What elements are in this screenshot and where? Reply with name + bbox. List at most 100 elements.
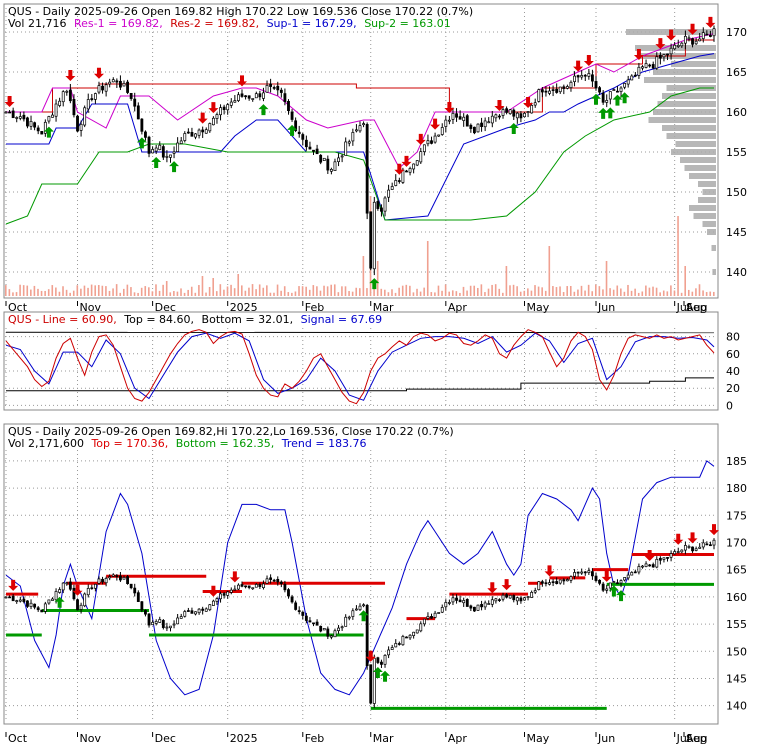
trend-candle-body [540,581,544,584]
volume-bar [412,292,415,296]
volume-bar [484,292,486,296]
trend-candle-body [583,571,587,574]
price-candle-body [183,133,187,141]
sell-arrow [544,565,555,577]
trend-candle-body [240,584,244,587]
trend-y-tick-label: 150 [726,645,747,658]
volume-bar [627,284,629,296]
oscillator-panel-frame [3,311,719,411]
volume-bar [72,290,75,296]
trend-candle-body [698,546,702,549]
volume-bar [101,285,104,296]
price-x-tick-label: Jul [676,301,690,314]
trend-candle-body [440,607,444,613]
price-candle-body [26,117,29,127]
trend-candle-body [508,594,512,599]
trend-y-tick-label: 155 [726,618,747,631]
buy-arrow [612,94,623,106]
price-candle-body [315,148,319,155]
volume-bar [8,289,11,296]
price-x-tick-label: Mar [373,301,394,314]
trend-candle-body [641,565,644,568]
trend-x-tick-label: Dec [155,732,176,745]
volume-bar [223,289,225,296]
sell-arrow [401,155,412,167]
volume-bar [69,292,71,296]
trend-candle-body [405,636,408,639]
trend-y-tick-label: 170 [726,536,747,549]
price-legend-sup2: Sup-2 = 163.01 [364,17,451,30]
trend-y-tick-label: 160 [726,591,747,604]
volume-bar [208,286,211,296]
volume-bar [502,292,504,296]
trend-candle-body [387,649,391,656]
price-candle-body [637,66,641,76]
trend-candle-body [455,597,458,601]
price-candle-body [501,109,505,116]
volume-bar [337,292,340,296]
volume-bar [130,287,132,296]
sell-arrow [633,48,644,60]
price-candle-body [226,104,230,111]
trend-candle-body [519,597,523,602]
price-candle-body [76,115,79,132]
price-candle-body [172,151,176,154]
price-candle-body [437,134,441,137]
trend-candle-body [401,636,405,646]
price-candle-body [72,98,76,116]
trend-candle-body [498,599,501,601]
price-x-tick-label: 2025 [230,301,258,314]
trend-candle-body [61,582,65,591]
trend-candle-body [222,593,226,596]
trend-candle-body [430,616,433,619]
buy-arrow [369,278,380,290]
buy-arrow [151,156,162,168]
trend-candle-body [340,626,344,629]
trend-candle-body [304,615,308,621]
trend-candle-body [40,609,44,613]
trend-candle-body [447,602,451,604]
trend-candle-body [462,600,466,604]
volume-bar [673,290,676,296]
trend-candle-body [505,594,509,598]
price-candle-body [326,158,330,171]
price-candle-body [623,83,627,88]
price-candle-body [119,80,122,88]
price-candle-body [251,98,255,100]
price-candle-body [161,146,165,158]
trend-line [5,460,715,696]
trend-candle-body [680,549,684,553]
price-signal-arrows [4,16,716,290]
price-candle-body [372,201,376,270]
price-candle-body [673,44,677,50]
trend-candle-body [408,634,412,639]
trend-candle-body [537,581,541,591]
volume-bar [548,246,551,296]
trend-candle-body [172,623,176,626]
price-candle-body [108,81,112,85]
oscillator-lines [5,329,715,405]
trend-candle-body [569,576,573,581]
trend-candle-body [487,603,491,605]
volume-bar [19,284,21,296]
price-candle-body [219,107,222,116]
trend-candle-body [15,600,19,602]
price-candle-body [265,85,269,93]
price-candle-body [36,127,40,132]
volume-bar [190,286,193,296]
volume-bar [105,286,107,296]
volume-bar [634,288,636,296]
price-candle-body [165,155,169,158]
trend-candle-body [619,580,623,584]
volume-bar [555,287,558,296]
price-candle-body [347,141,351,144]
trend-candle-body [591,571,594,577]
volume-bar [702,290,704,296]
trend-candle-body [229,589,233,593]
trend-candle-body [22,598,26,602]
price-candle-body [204,129,208,134]
trend-candle-body [512,595,516,601]
buy-arrow [591,93,601,105]
price-candle-body [530,104,534,114]
